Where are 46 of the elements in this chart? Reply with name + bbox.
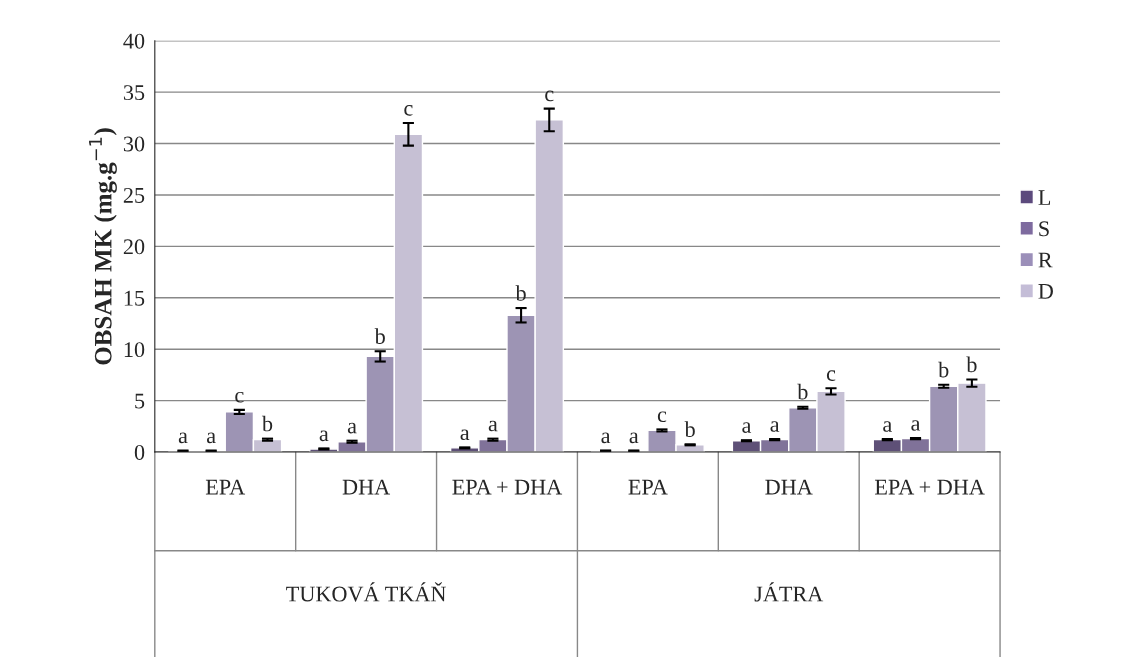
data-label: a: [601, 432, 611, 444]
data-label: a: [319, 430, 329, 442]
data-label: a: [911, 420, 921, 431]
y-tick-label: 10: [124, 342, 145, 358]
legend-label: S: [1039, 221, 1049, 237]
y-tick-label: 40: [123, 33, 145, 49]
data-label: a: [770, 421, 780, 432]
data-label: b: [374, 328, 385, 344]
data-label: b: [515, 285, 526, 301]
y-tick-label: 15: [124, 290, 145, 306]
y-tick-label: 5: [135, 393, 145, 409]
y-tick-label: 30: [123, 136, 145, 152]
data-label: a: [883, 421, 892, 432]
data-label: a: [629, 432, 639, 444]
text: JÁTRA: [754, 582, 824, 602]
data-label: c: [235, 391, 244, 403]
y-tick-label: 25: [123, 187, 145, 203]
data-label: b: [261, 415, 273, 432]
legend-label: R: [1038, 252, 1053, 268]
data-label: c: [404, 105, 413, 116]
data-label: b: [966, 356, 977, 373]
data-label: b: [684, 421, 695, 438]
x-tick-label: EPA: [205, 479, 246, 495]
data-label: a: [347, 422, 357, 434]
data-label: b: [938, 361, 949, 378]
y-tick-label: 20: [123, 239, 145, 255]
data-label: c: [657, 411, 667, 423]
data-label: c: [826, 370, 836, 381]
x-tick-label: EPA: [628, 479, 668, 495]
data-label: a: [207, 432, 216, 444]
y-tick-label: 0: [134, 444, 145, 460]
data-label: a: [742, 422, 752, 433]
y-tick-label: 35: [123, 85, 145, 101]
legend-label: D: [1038, 284, 1053, 299]
data-label: b: [797, 383, 808, 400]
data-label: a: [460, 429, 470, 441]
x-tick-label: DHA: [765, 479, 813, 495]
y-axis-title: OBSAH MK (mg.g$^{−1}$): [89, 128, 117, 365]
data-label: a: [488, 420, 498, 432]
data-label: a: [178, 432, 188, 444]
x-tick-label: EPA + DHA: [452, 479, 563, 495]
x-tick-label: DHA: [342, 479, 391, 495]
data-label: c: [545, 90, 554, 102]
x-tick-label: EPA + DHA: [874, 479, 985, 495]
text: TUKOVÁ TKÁŇ: [286, 582, 446, 602]
legend-label: L: [1038, 190, 1051, 205]
